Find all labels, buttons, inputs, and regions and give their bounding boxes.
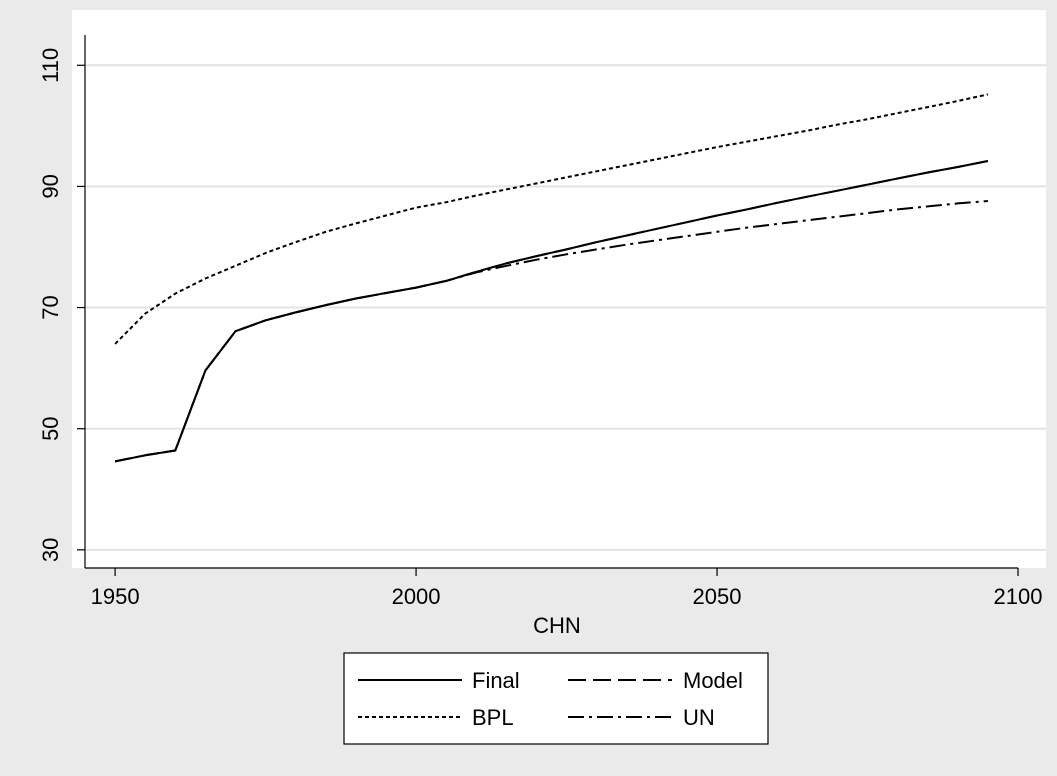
y-tick-label: 30: [38, 538, 63, 562]
x-axis-title: CHN: [533, 613, 581, 638]
axes: [84, 35, 1018, 569]
x-tick-label: 2050: [693, 584, 742, 609]
legend-label-bpl: BPL: [472, 705, 514, 730]
x-tick-label: 1950: [91, 584, 140, 609]
legend: Final Model BPL UN: [343, 652, 769, 745]
plot-area: [72, 10, 1046, 568]
y-tick-label: 50: [38, 416, 63, 440]
y-tick-label: 90: [38, 174, 63, 198]
y-tick-label: 110: [38, 48, 63, 83]
legend-label-un: UN: [683, 705, 715, 730]
legend-box: [343, 652, 769, 745]
gridlines: [85, 64, 1046, 551]
series-lines: [114, 93, 989, 463]
legend-label-model: Model: [683, 668, 743, 693]
series-line-un: [114, 200, 988, 463]
y-ticks: 30 50 70 90 110: [38, 48, 85, 562]
x-tick-label: 2100: [994, 584, 1043, 609]
x-ticks: 1950 2000 2050 2100: [91, 568, 1043, 609]
legend-label-final: Final: [472, 668, 520, 693]
x-tick-label: 2000: [392, 584, 441, 609]
series-line-final: [114, 160, 989, 463]
y-tick-label: 70: [38, 295, 63, 319]
